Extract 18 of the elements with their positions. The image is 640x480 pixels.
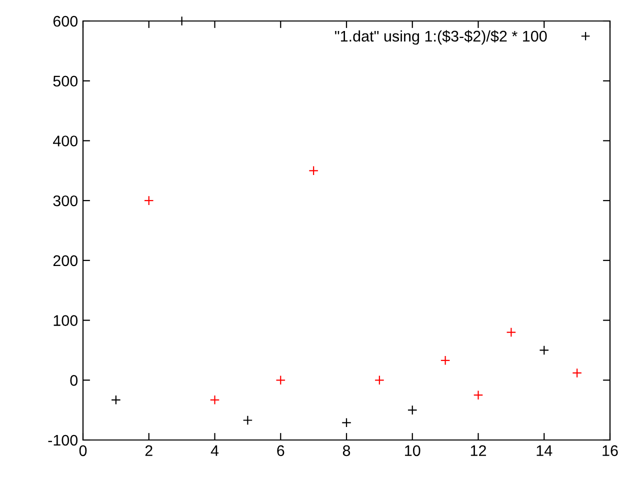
y-tick-label: 500 — [53, 76, 78, 87]
y-tick-label: 0 — [70, 375, 78, 386]
x-tick-label: 2 — [145, 445, 152, 456]
y-tick-label: 200 — [53, 255, 78, 266]
x-tick-label: 0 — [79, 445, 87, 456]
y-tick-label: -100 — [48, 434, 78, 446]
x-tick-label: 12 — [470, 445, 486, 456]
x-tick-label: 10 — [405, 445, 420, 456]
legend-label: "1.dat" using 1:($3-$2)/$2 * 100 — [335, 30, 547, 45]
y-tick-label: 100 — [54, 315, 78, 326]
y-tick-label: 400 — [53, 136, 78, 146]
y-tick-label: 300 — [53, 195, 78, 206]
y-tick-label: 600 — [53, 16, 78, 27]
x-tick-label: 6 — [277, 445, 284, 456]
x-tick-label: 14 — [536, 445, 552, 456]
x-tick-label: 4 — [210, 445, 219, 456]
x-tick-label: 8 — [342, 445, 350, 456]
x-tick-label: 16 — [602, 445, 618, 456]
